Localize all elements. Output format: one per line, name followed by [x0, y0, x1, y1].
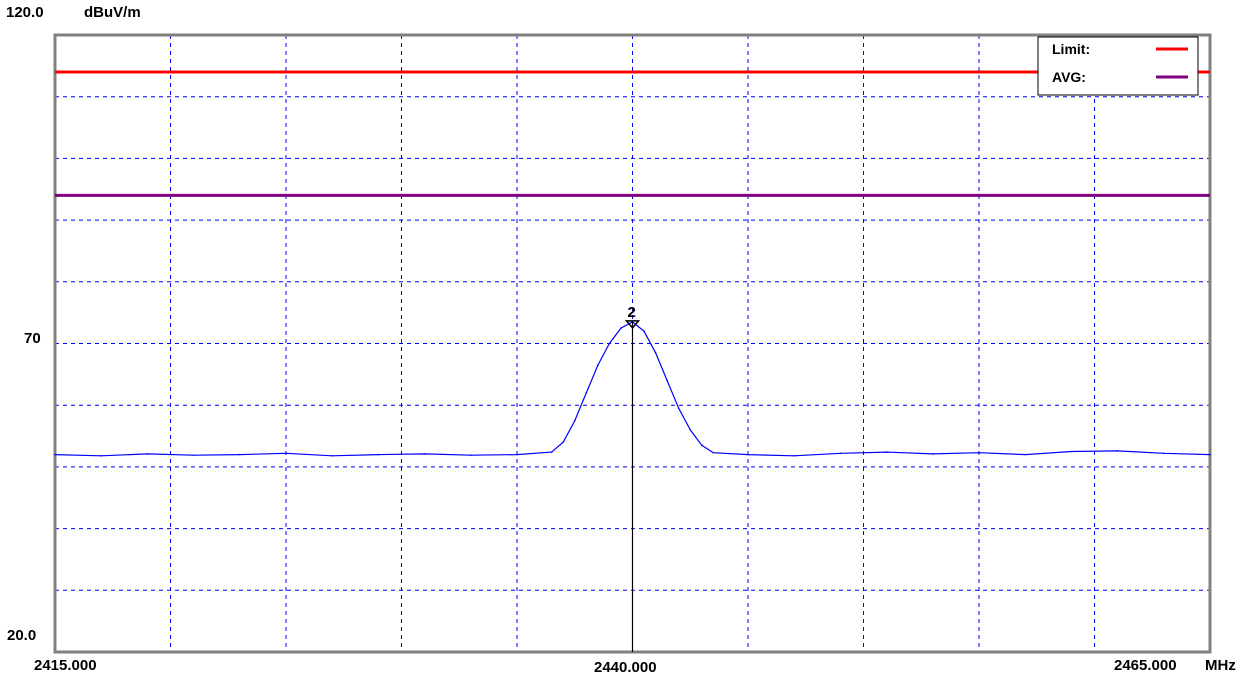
- series-point: [573, 419, 576, 422]
- marker-x-icon: [624, 320, 641, 330]
- series-point: [666, 379, 668, 382]
- series-point: [689, 429, 692, 431]
- series-point: [747, 453, 749, 456]
- legend-label: AVG:: [1052, 69, 1086, 85]
- series-point: [1070, 450, 1073, 453]
- series-point: [585, 392, 588, 394]
- series-point: [331, 454, 334, 457]
- x-axis-unit: MHz: [1205, 657, 1236, 674]
- series-point: [654, 351, 657, 354]
- legend-label: Limit:: [1052, 41, 1090, 57]
- series-point: [608, 342, 611, 345]
- series-point: [712, 451, 715, 454]
- series-point: [562, 441, 564, 444]
- legend: Limit: AVG:: [1037, 36, 1199, 96]
- x-tick-label-right: 2465.000: [1114, 657, 1177, 674]
- legend-box: [1037, 36, 1199, 96]
- series-point: [1209, 453, 1211, 456]
- series-point: [550, 451, 553, 453]
- peak-marker: 2: [624, 304, 641, 652]
- series-point: [885, 451, 888, 453]
- series-point: [285, 452, 287, 455]
- limit-lines: [55, 70, 1210, 197]
- series-point: [701, 444, 703, 447]
- series-point: [597, 364, 599, 366]
- series-point: [1116, 450, 1119, 452]
- series-point: [516, 453, 518, 456]
- series-point: [932, 453, 934, 455]
- x-tick-label-left: 2415.000: [34, 657, 97, 674]
- y-axis-unit: dBuV/m: [84, 4, 141, 21]
- series-point: [54, 453, 56, 456]
- y-tick-label-bottom: 20.0: [7, 627, 36, 644]
- series-point: [146, 453, 149, 455]
- series-point: [377, 453, 380, 456]
- series-point: [470, 454, 472, 456]
- series-point: [839, 452, 842, 455]
- series-point: [1024, 453, 1026, 456]
- series-point: [100, 454, 102, 457]
- series-point: [978, 451, 980, 454]
- series-point: [239, 453, 241, 456]
- series-point: [192, 454, 195, 456]
- y-tick-label-top: 120.0: [6, 4, 44, 21]
- x-tick-label-center: 2440.000: [594, 659, 657, 676]
- series-point: [1163, 452, 1165, 455]
- marker-label: 2: [628, 304, 636, 321]
- series-point: [620, 327, 622, 329]
- series-point: [793, 454, 795, 457]
- series-point: [677, 407, 680, 410]
- series-point: [643, 330, 645, 332]
- y-tick-label-mid: 70: [24, 330, 41, 347]
- series-point: [423, 453, 426, 455]
